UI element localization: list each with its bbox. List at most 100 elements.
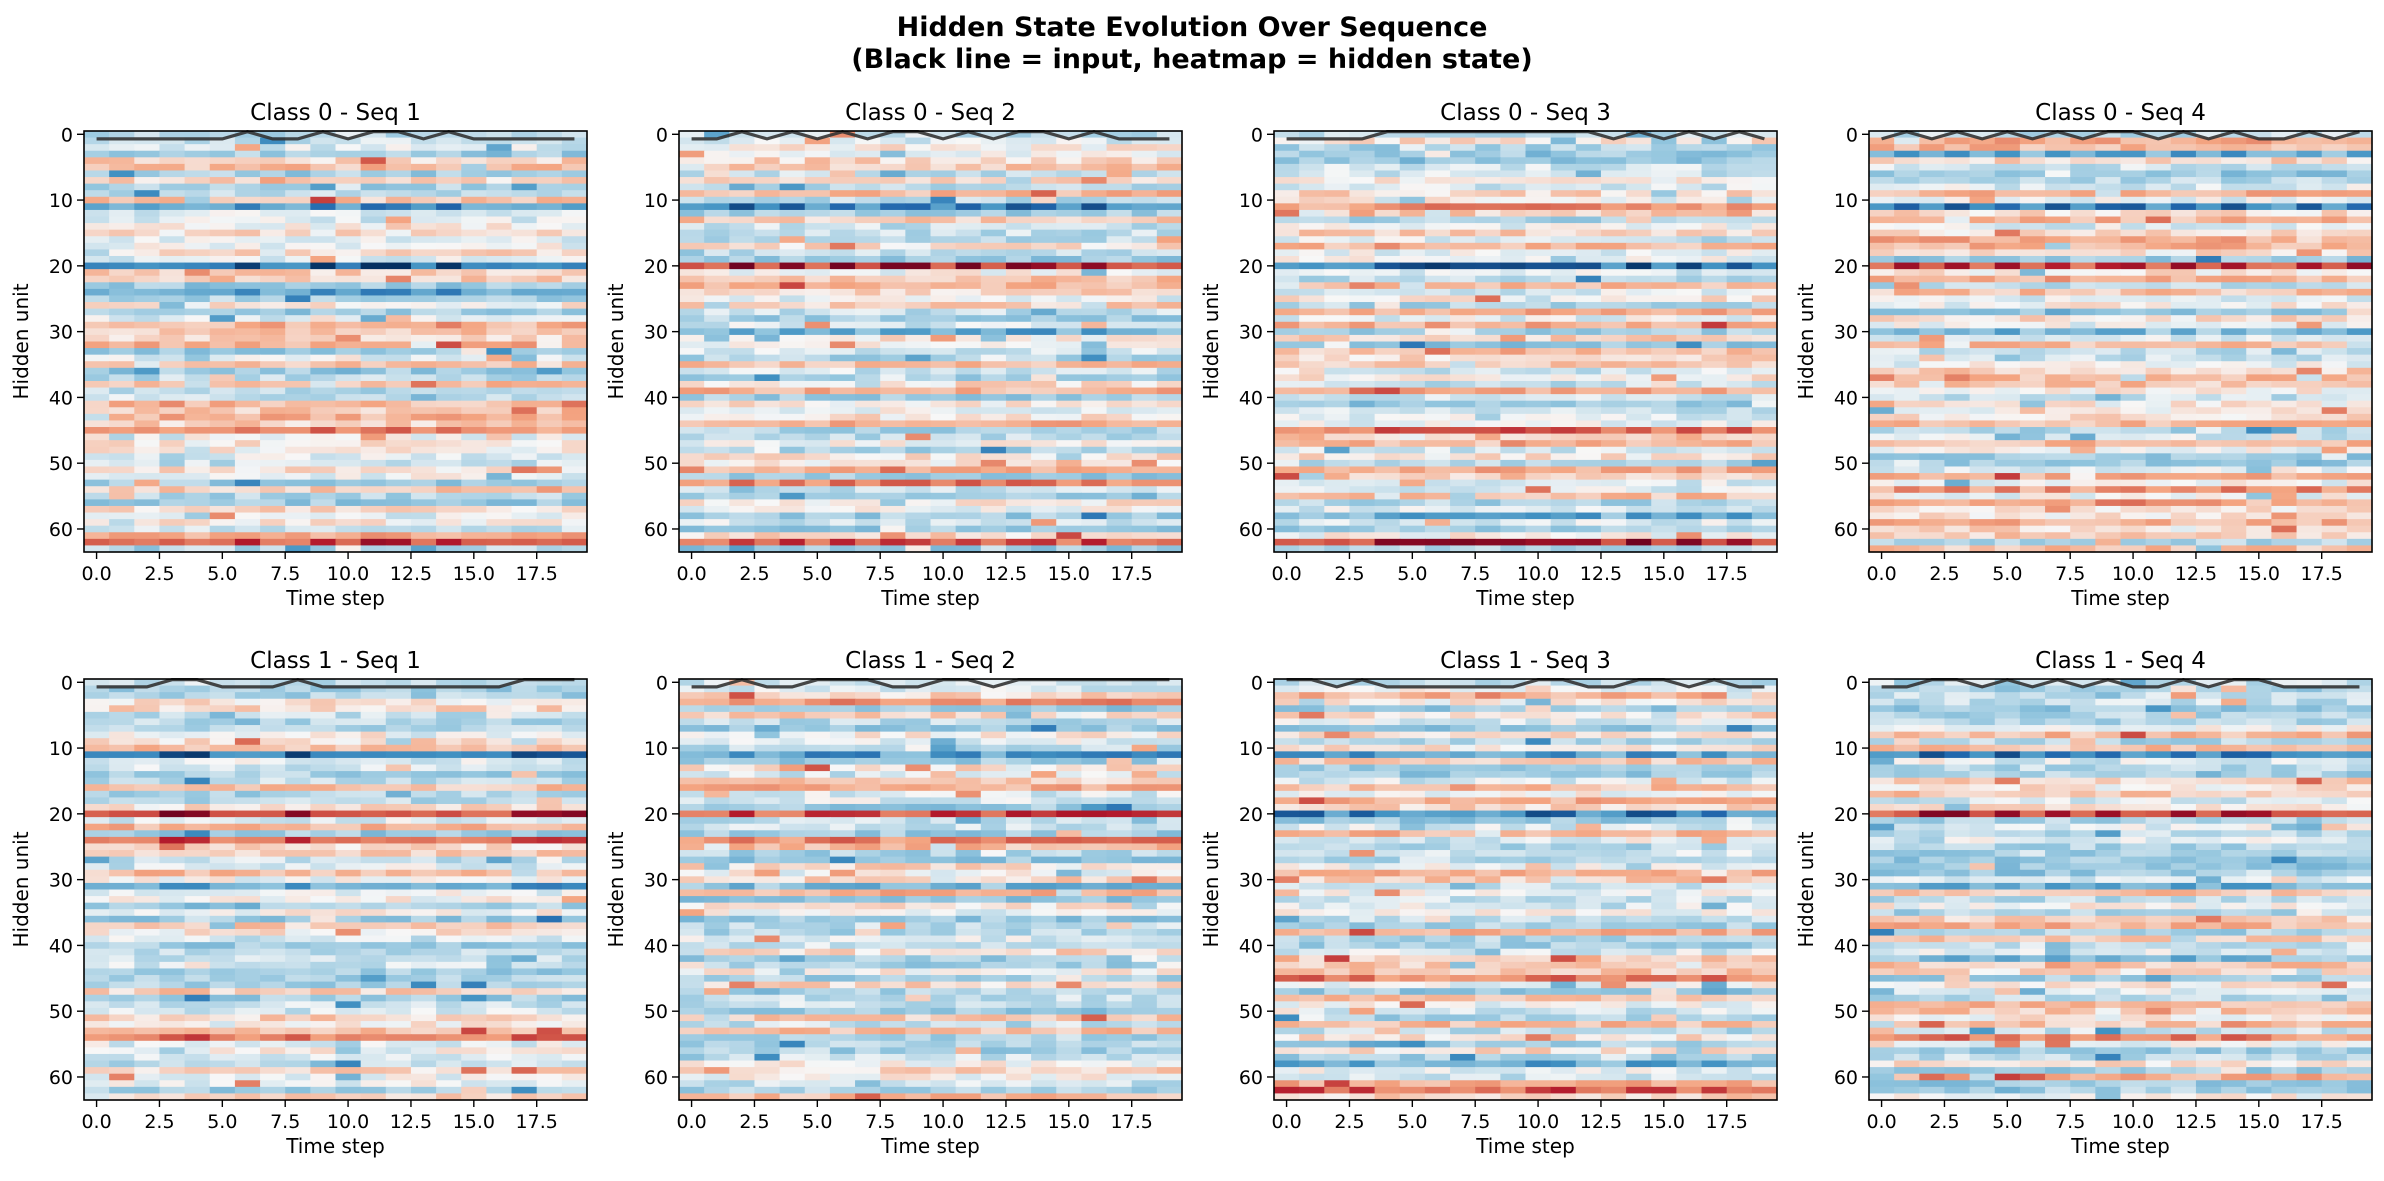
heatmap-cell [360, 150, 387, 158]
heatmap-cell [234, 413, 261, 422]
heatmap-cell [880, 334, 906, 343]
heatmap-cell [855, 150, 881, 158]
heatmap-cell [2246, 288, 2272, 297]
heatmap-cell [804, 486, 831, 494]
heatmap-cell [234, 407, 261, 415]
heatmap-cell [1056, 473, 1082, 481]
heatmap-cell [1525, 308, 1552, 316]
heatmap-cell [804, 446, 831, 454]
heatmap-cell [1274, 440, 1300, 448]
heatmap-cell [754, 177, 781, 185]
heatmap-cell [1274, 341, 1300, 349]
heatmap-cell [285, 203, 311, 211]
heatmap-cell [184, 380, 211, 389]
heatmap-cell [486, 302, 513, 310]
heatmap-cell [234, 479, 261, 487]
heatmap-cell [1701, 519, 1728, 527]
heatmap-cell [905, 394, 932, 402]
heatmap-cell [1031, 177, 1057, 185]
heatmap-cell [1994, 203, 2021, 211]
heatmap-cell [335, 492, 362, 500]
heatmap-cell [2170, 209, 2197, 218]
heatmap-cell [1626, 216, 1652, 224]
heatmap-cell [779, 216, 806, 224]
heatmap-cell [1005, 308, 1032, 316]
heatmap-cell [1274, 354, 1300, 362]
heatmap-cell [335, 236, 362, 244]
heatmap-cell [1031, 190, 1057, 198]
heatmap-cell [2246, 177, 2272, 185]
heatmap-cell [1156, 223, 1183, 231]
heatmap-cell [2195, 236, 2222, 244]
heatmap-cell [1056, 209, 1082, 218]
heatmap-cell [1106, 532, 1133, 540]
heatmap-cell [461, 525, 487, 533]
heatmap-cell [729, 413, 756, 422]
heatmap-cell [1131, 236, 1158, 244]
heatmap-cell [2170, 249, 2197, 257]
heatmap-cell [159, 473, 186, 481]
heatmap-cell [536, 538, 563, 547]
heatmap-cell [1349, 433, 1376, 441]
heatmap-cell [209, 229, 236, 237]
heatmap-cell [209, 473, 236, 481]
heatmap-cell [285, 400, 311, 408]
heatmap-cell [1726, 532, 1753, 540]
heatmap-cell [184, 242, 211, 251]
x-axis-label: Time step [285, 586, 385, 610]
heatmap-cell [1651, 203, 1677, 211]
heatmap-cell [2246, 295, 2272, 303]
heatmap-cell [335, 361, 362, 369]
heatmap-cell [804, 203, 831, 211]
heatmap-cell [134, 150, 161, 158]
heatmap-cell [360, 288, 387, 297]
heatmap-cell [880, 394, 906, 402]
heatmap-cell [2271, 275, 2298, 283]
heatmap-cell [285, 440, 311, 448]
heatmap-cell [1324, 341, 1351, 349]
heatmap-cell [109, 203, 135, 211]
heatmap-cell [1324, 236, 1351, 244]
heatmap-cell [536, 295, 563, 303]
heatmap-cell [905, 269, 932, 277]
heatmap-cell [1726, 216, 1753, 224]
heatmap-cell [2195, 255, 2222, 264]
heatmap-cell [109, 394, 135, 402]
heatmap-cell [980, 223, 1007, 231]
heatmap-cell [2271, 453, 2298, 461]
heatmap-cell [2120, 341, 2147, 349]
heatmap-cell [1424, 190, 1451, 198]
heatmap-cell [2221, 282, 2247, 290]
heatmap-cell [1701, 499, 1728, 507]
heatmap-cell [2170, 144, 2197, 152]
heatmap-cell [1399, 183, 1426, 191]
heatmap-cell [1550, 532, 1577, 540]
heatmap-cell [1299, 302, 1325, 310]
heatmap-cell [2221, 466, 2247, 474]
heatmap-cell [1575, 177, 1602, 185]
heatmap-cell [1626, 328, 1652, 336]
heatmap-cell [2221, 262, 2247, 270]
x-tick-label: 2.5 [1334, 563, 1364, 585]
heatmap-cell [1081, 466, 1108, 474]
heatmap-cell [2145, 131, 2172, 139]
heatmap-cell [1969, 288, 1996, 297]
heatmap-cell [2070, 137, 2096, 145]
heatmap-cell [1299, 387, 1325, 395]
heatmap-cell [159, 150, 186, 158]
heatmap-cell [980, 236, 1007, 244]
heatmap-cell [360, 519, 387, 527]
heatmap-cell [1081, 183, 1108, 191]
heatmap-cell [804, 262, 831, 270]
heatmap-cell [159, 407, 186, 415]
heatmap-cell [1450, 407, 1476, 415]
heatmap-cell [1274, 144, 1300, 152]
heatmap-cell [511, 262, 538, 270]
x-tick-label: 5.0 [207, 563, 237, 585]
heatmap-cell [1701, 525, 1728, 533]
heatmap-cell [1500, 203, 1527, 211]
heatmap-cell [1156, 255, 1183, 264]
heatmap-cell [880, 302, 906, 310]
heatmap-cell [2095, 177, 2122, 185]
heatmap-cell [2246, 387, 2272, 395]
